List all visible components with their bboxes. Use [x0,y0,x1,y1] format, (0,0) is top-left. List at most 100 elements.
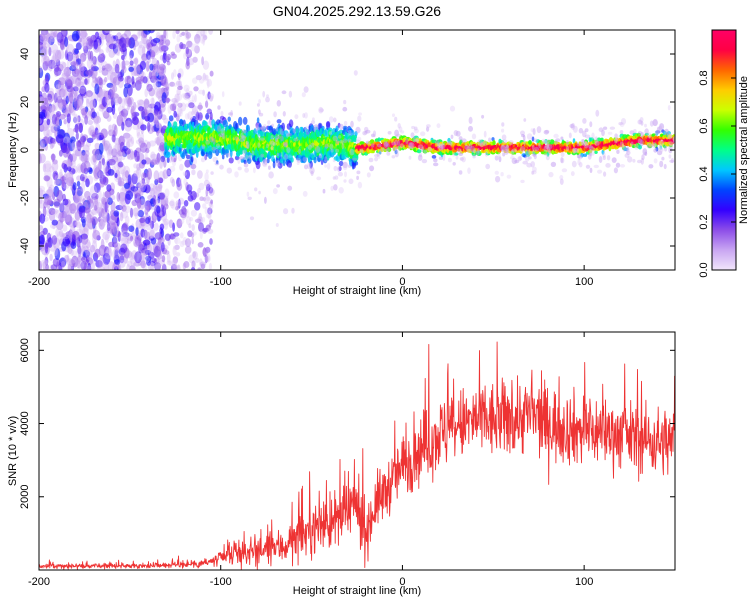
spectrogram-cell [105,45,110,54]
spectrogram-cell [325,121,331,128]
spectrogram-cell [172,264,179,270]
spectrogram-cell [75,220,81,227]
spectrogram-cell [96,111,100,123]
spectrogram-cell [98,66,102,73]
spectrogram-cell [350,120,354,128]
spectrogram-cell [190,156,194,163]
spectrogram-cell [262,151,268,158]
spectrogram-cell [172,256,179,264]
spectrogram-cell [91,111,97,119]
spectrogram-cell [349,129,355,137]
spectrogram-cell [177,264,181,270]
spectrogram-cell [62,236,70,247]
spectrogram-cell [130,186,139,192]
spectrogram-cell [122,171,127,182]
spectrogram-cell [70,61,77,67]
spectrogram-cell [155,157,160,165]
spectrogram-cell [73,127,80,133]
spectrogram-cell [92,148,100,156]
spectrogram-cell [183,200,189,207]
spectrogram-cell [84,78,88,85]
spectrogram-cell [39,111,46,119]
spectrogram-cell [62,224,68,232]
spectrogram-cell [221,91,225,98]
spectrogram-cell [181,208,188,216]
spectrogram-cell [664,128,669,136]
colorbar-tick-label: 0.4 [698,166,710,181]
spectrogram-cell [150,151,156,161]
spectrogram-cell [217,145,221,150]
spectrogram-cell [108,49,115,58]
spectrogram-cell [481,114,485,119]
spectrogram-cell [48,35,55,46]
spectrogram-cell [548,149,552,155]
y-tick-label: 4000 [19,411,31,435]
spectrogram-cell [181,239,188,246]
spectrogram-cell [205,196,211,201]
spectrogram-cell [124,148,131,155]
spectrogram-cell [501,139,508,144]
spectrogram-cell [124,96,131,105]
spectrogram-cell [241,135,247,139]
spectrogram-cell [187,230,193,238]
spectrogram-cell [205,169,209,174]
spectrogram-cell [80,261,87,270]
spectrogram-cell [205,139,211,145]
spectrogram-cell [266,158,270,164]
spectrogram-cell [254,187,258,192]
spectrogram-cell [65,95,70,105]
spectrogram-cell [65,214,73,226]
spectrogram-cell [94,164,100,173]
spectrogram-cell [55,49,62,61]
spectrogram-cell [303,86,309,93]
spectrogram-cell [200,30,205,37]
spectrogram-cell [67,204,74,210]
spectrogram-cell [81,239,86,249]
spectrogram-cell [371,143,375,148]
spectrogram-cell [102,96,108,108]
spectrogram-cell [144,88,148,98]
spectrogram-cell [183,84,190,92]
spectrogram-cell [52,159,58,165]
spectrogram-cell [176,181,183,191]
spectrogram-cell [205,100,209,108]
spectrogram-cell [73,115,80,125]
spectrogram-cell [96,235,101,241]
spectrogram-cell [399,143,404,148]
spectrogram-cell [54,248,61,261]
spectrogram-cell [48,207,56,215]
spectrogram-cell [206,213,211,219]
spectrogram-cell [76,122,82,130]
spectrogram-cell [86,210,91,221]
spectrogram-cell [344,171,347,178]
spectrogram-cell [137,177,141,187]
spectrogram-cell [202,36,206,46]
spectrogram-cell [186,184,193,193]
spectrogram-cell [143,100,151,108]
spectrogram-cell [415,137,419,144]
spectrogram-cell [68,152,72,165]
spectrogram-cell [472,149,477,154]
spectrogram-cell [86,199,94,210]
spectrogram-cell [173,110,177,118]
spectrogram-cell [169,200,175,206]
spectrogram-cell [90,244,96,253]
spectrogram-cell [52,55,60,63]
spectrogram-cell [123,86,128,98]
spectrogram-cell [97,189,102,202]
spectrogram-cell [129,235,134,242]
spectrogram-cell [80,181,86,193]
spectrogram-cell [80,245,86,252]
spectrogram-cell [95,129,100,142]
spectrogram-cell [58,149,63,157]
spectrogram-cell [338,123,344,130]
spectrogram-cell [40,34,46,40]
spectrogram-cell [146,50,152,60]
spectrogram-cell [131,76,135,85]
spectrogram-cell [64,204,72,215]
spectrogram-cell [182,215,186,220]
spectrogram-cell [127,97,132,106]
spectrogram-cell [173,100,179,107]
spectrogram-cell [153,109,159,116]
